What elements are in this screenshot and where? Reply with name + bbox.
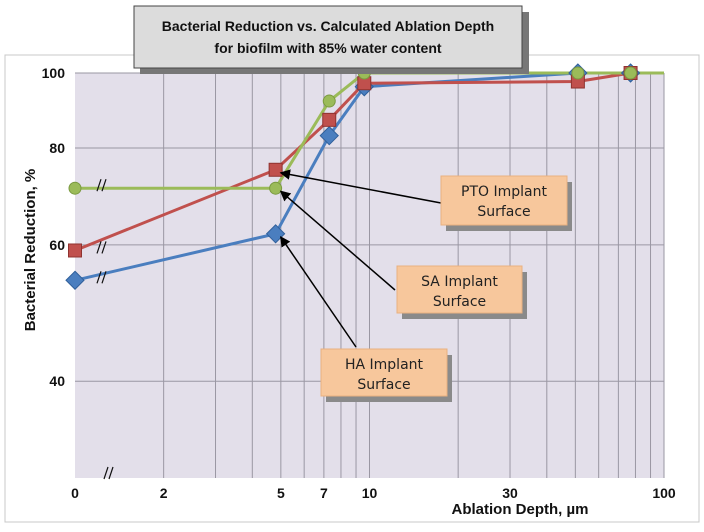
annotation-line2: Surface <box>433 294 486 310</box>
x-tick-label: 2 <box>160 485 168 501</box>
annotation-box <box>440 175 568 226</box>
y-tick-label: 100 <box>42 65 66 81</box>
annotation-arrow <box>279 169 442 204</box>
y-tick-label: 60 <box>49 237 65 253</box>
annotation-arrow <box>279 190 396 291</box>
annotation-arrow <box>280 235 357 348</box>
series-line <box>74 71 631 252</box>
data-point-diamond <box>319 125 339 146</box>
x-tick-label: 0 <box>71 485 79 501</box>
chart-title-line1: Bacterial Reduction vs. Calculated Ablat… <box>162 18 494 34</box>
data-point-square <box>322 112 337 127</box>
chart-title-line2: for biofilm with 85% water content <box>214 40 441 56</box>
annotation-box <box>320 348 448 397</box>
data-point-circle <box>322 94 336 108</box>
x-tick-label: 5 <box>277 485 285 501</box>
data-point-diamond <box>65 270 85 290</box>
series-break-mark <box>96 241 107 254</box>
x-axis-label: Ablation Depth, µm <box>452 501 589 518</box>
annotation-line1: SA Implant <box>421 274 498 290</box>
x-tick-label: 7 <box>320 485 328 501</box>
data-point-circle <box>269 181 283 195</box>
x-axis-break-mark <box>103 466 114 480</box>
data-point-circle <box>68 181 82 195</box>
series-break-mark <box>96 179 107 192</box>
annotation-box <box>396 265 523 314</box>
series-break-mark <box>96 271 107 284</box>
data-point-square <box>268 162 283 177</box>
data-point-circle <box>624 66 638 80</box>
x-tick-label: 30 <box>502 485 518 501</box>
y-axis-label: Bacterial Reduction, % <box>22 169 39 332</box>
y-tick-label: 80 <box>49 140 65 156</box>
data-point-square <box>68 243 82 258</box>
annotation-line2: Surface <box>477 204 530 220</box>
annotation-line2: Surface <box>357 377 410 393</box>
chart-title-box: Bacterial Reduction vs. Calculated Ablat… <box>133 5 529 74</box>
axis-breaks <box>96 179 114 480</box>
gridlines <box>75 72 665 478</box>
x-tick-label: 100 <box>652 485 676 501</box>
x-tick-label: 10 <box>362 485 378 501</box>
tick-labels: 0 2 5 7 10 30 100 40 60 80 100 <box>42 65 676 501</box>
annotation-line1: HA Implant <box>345 357 424 373</box>
annotation-line1: PTO Implant <box>461 184 547 200</box>
data-point-circle <box>571 66 585 80</box>
y-tick-label: 40 <box>49 373 65 389</box>
annotations: PTO Implant Surface SA Implant Surface HA Im… <box>279 169 572 402</box>
